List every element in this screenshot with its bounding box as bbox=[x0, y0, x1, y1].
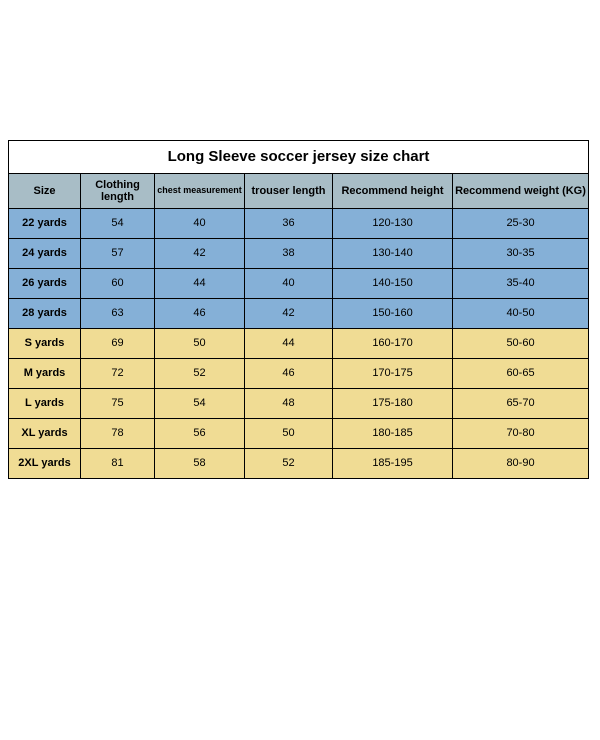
table-row: 26 yards604440140-15035-40 bbox=[9, 269, 589, 299]
cell-trouser: 44 bbox=[245, 329, 333, 359]
table-row: 22 yards544036120-13025-30 bbox=[9, 209, 589, 239]
chart-title: Long Sleeve soccer jersey size chart bbox=[9, 141, 589, 174]
table-row: 24 yards574238130-14030-35 bbox=[9, 239, 589, 269]
cell-weight: 40-50 bbox=[453, 299, 589, 329]
cell-clothing: 57 bbox=[81, 239, 155, 269]
cell-trouser: 50 bbox=[245, 419, 333, 449]
cell-chest: 58 bbox=[155, 449, 245, 479]
cell-trouser: 46 bbox=[245, 359, 333, 389]
cell-clothing: 69 bbox=[81, 329, 155, 359]
cell-height: 130-140 bbox=[333, 239, 453, 269]
col-weight: Recommend weight (KG) bbox=[453, 174, 589, 209]
cell-clothing: 75 bbox=[81, 389, 155, 419]
cell-chest: 50 bbox=[155, 329, 245, 359]
cell-clothing: 81 bbox=[81, 449, 155, 479]
table-row: XL yards785650180-18570-80 bbox=[9, 419, 589, 449]
cell-size: 28 yards bbox=[9, 299, 81, 329]
cell-height: 140-150 bbox=[333, 269, 453, 299]
cell-size: 22 yards bbox=[9, 209, 81, 239]
cell-height: 180-185 bbox=[333, 419, 453, 449]
size-chart-table: Long Sleeve soccer jersey size chart Siz… bbox=[8, 140, 589, 479]
col-trouser: trouser length bbox=[245, 174, 333, 209]
cell-clothing: 63 bbox=[81, 299, 155, 329]
cell-size: 26 yards bbox=[9, 269, 81, 299]
table-row: S yards695044160-17050-60 bbox=[9, 329, 589, 359]
title-row: Long Sleeve soccer jersey size chart bbox=[9, 141, 589, 174]
cell-weight: 25-30 bbox=[453, 209, 589, 239]
cell-size: M yards bbox=[9, 359, 81, 389]
cell-weight: 60-65 bbox=[453, 359, 589, 389]
cell-size: 2XL yards bbox=[9, 449, 81, 479]
cell-clothing: 78 bbox=[81, 419, 155, 449]
cell-weight: 65-70 bbox=[453, 389, 589, 419]
table-row: L yards755448175-18065-70 bbox=[9, 389, 589, 419]
cell-chest: 42 bbox=[155, 239, 245, 269]
cell-height: 120-130 bbox=[333, 209, 453, 239]
cell-weight: 35-40 bbox=[453, 269, 589, 299]
cell-chest: 44 bbox=[155, 269, 245, 299]
cell-size: 24 yards bbox=[9, 239, 81, 269]
col-height: Recommend height bbox=[333, 174, 453, 209]
cell-height: 160-170 bbox=[333, 329, 453, 359]
cell-weight: 70-80 bbox=[453, 419, 589, 449]
col-size: Size bbox=[9, 174, 81, 209]
cell-clothing: 72 bbox=[81, 359, 155, 389]
cell-clothing: 54 bbox=[81, 209, 155, 239]
cell-trouser: 38 bbox=[245, 239, 333, 269]
cell-size: L yards bbox=[9, 389, 81, 419]
cell-trouser: 36 bbox=[245, 209, 333, 239]
cell-clothing: 60 bbox=[81, 269, 155, 299]
cell-height: 175-180 bbox=[333, 389, 453, 419]
table-row: M yards725246170-17560-65 bbox=[9, 359, 589, 389]
cell-chest: 54 bbox=[155, 389, 245, 419]
cell-height: 185-195 bbox=[333, 449, 453, 479]
cell-height: 150-160 bbox=[333, 299, 453, 329]
col-clothing: Clothing length bbox=[81, 174, 155, 209]
cell-chest: 52 bbox=[155, 359, 245, 389]
cell-chest: 40 bbox=[155, 209, 245, 239]
cell-size: S yards bbox=[9, 329, 81, 359]
cell-trouser: 40 bbox=[245, 269, 333, 299]
cell-weight: 30-35 bbox=[453, 239, 589, 269]
cell-chest: 56 bbox=[155, 419, 245, 449]
col-chest: chest measurement bbox=[155, 174, 245, 209]
cell-trouser: 52 bbox=[245, 449, 333, 479]
cell-weight: 80-90 bbox=[453, 449, 589, 479]
cell-size: XL yards bbox=[9, 419, 81, 449]
cell-height: 170-175 bbox=[333, 359, 453, 389]
cell-chest: 46 bbox=[155, 299, 245, 329]
cell-trouser: 42 bbox=[245, 299, 333, 329]
cell-trouser: 48 bbox=[245, 389, 333, 419]
table-row: 28 yards634642150-16040-50 bbox=[9, 299, 589, 329]
header-row: Size Clothing length chest measurement t… bbox=[9, 174, 589, 209]
cell-weight: 50-60 bbox=[453, 329, 589, 359]
table-row: 2XL yards815852185-19580-90 bbox=[9, 449, 589, 479]
